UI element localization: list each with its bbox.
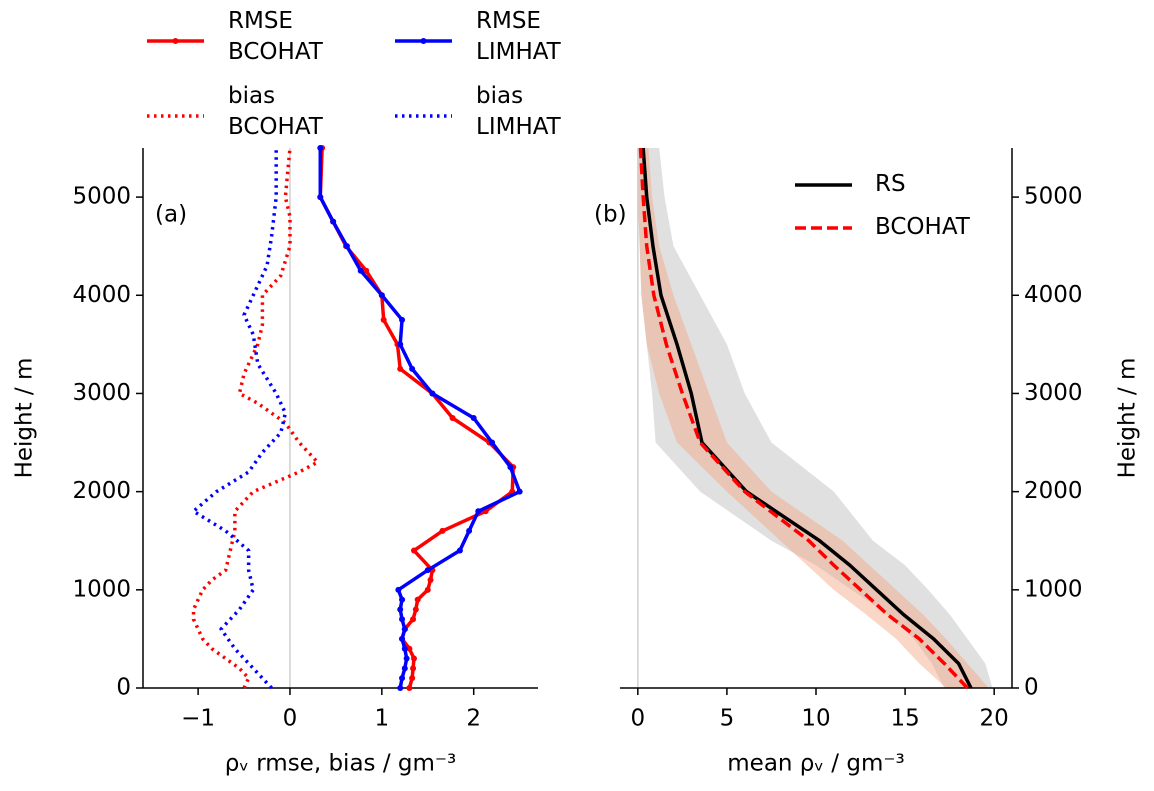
point: [378, 292, 385, 299]
y-tick-label: 1000: [1024, 576, 1083, 602]
point: [424, 567, 431, 574]
panel-label: (b): [594, 202, 627, 228]
legend-label: bias BCOHAT: [228, 83, 323, 140]
point: [489, 439, 496, 446]
profile-line: [638, 147, 969, 690]
x-axis-label: mean ρᵥ / gm⁻³: [727, 751, 904, 777]
point: [516, 488, 523, 495]
x-tick-label: 1: [375, 706, 390, 732]
legend-label: BCOHAT: [875, 214, 970, 240]
point: [397, 341, 404, 348]
point: [401, 626, 408, 633]
point: [449, 415, 456, 421]
point: [410, 616, 417, 623]
y-tick-label: 4000: [1024, 282, 1083, 308]
point: [401, 665, 408, 672]
profile-line: [318, 148, 522, 689]
point: [401, 645, 408, 652]
x-tick-label: 10: [801, 706, 830, 732]
point: [357, 267, 364, 274]
y-tick-label: 2000: [72, 478, 131, 504]
point: [380, 316, 387, 323]
point: [424, 586, 431, 593]
panel-label: (a): [155, 202, 187, 228]
y-tick-label: 0: [116, 675, 131, 701]
point: [456, 547, 463, 554]
x-axis-label: ρᵥ rmse, bias / gm⁻³: [225, 751, 457, 777]
point: [395, 586, 402, 593]
spread-band: [637, 148, 989, 688]
point: [410, 655, 417, 662]
point: [410, 665, 417, 672]
point: [330, 218, 337, 225]
y-tick-label: 2000: [1024, 478, 1083, 504]
x-tick-label: 2: [466, 706, 481, 732]
profile-line: [191, 148, 288, 690]
point: [397, 365, 404, 372]
point: [414, 596, 421, 603]
point: [475, 508, 482, 515]
legend-marker: [172, 38, 179, 44]
legend-label: bias LIMHAT: [476, 83, 561, 140]
y-tick-label: 3000: [1024, 380, 1083, 406]
point: [507, 464, 514, 471]
x-tick-label: 0: [630, 706, 645, 732]
x-tick-label: 5: [720, 706, 735, 732]
x-tick-label: 20: [980, 706, 1009, 732]
x-tick-label: −1: [181, 706, 215, 732]
point: [466, 527, 473, 534]
point: [363, 267, 370, 274]
point: [470, 415, 477, 421]
y-tick-label: 5000: [1024, 184, 1083, 210]
y-axis-label: Height / m: [1115, 358, 1141, 479]
point: [412, 606, 419, 613]
point: [427, 577, 434, 583]
x-tick-label: 15: [890, 706, 919, 732]
point: [406, 645, 413, 652]
point: [317, 145, 324, 151]
y-tick-label: 0: [1024, 675, 1039, 701]
point: [409, 675, 416, 682]
point: [399, 635, 406, 642]
point: [317, 194, 324, 201]
point: [399, 616, 406, 623]
y-axis-label: Height / m: [12, 358, 38, 479]
legend-label: RMSE LIMHAT: [476, 8, 561, 65]
legend-label: RS: [875, 171, 906, 197]
profile-line: [191, 147, 320, 689]
point: [409, 365, 416, 372]
y-tick-label: 3000: [72, 380, 131, 406]
point: [399, 675, 406, 682]
point: [399, 596, 406, 603]
legend-marker: [420, 38, 427, 44]
point: [397, 606, 404, 613]
point: [403, 655, 410, 662]
y-tick-label: 1000: [72, 576, 131, 602]
legend-label: RMSE BCOHAT: [228, 8, 323, 65]
spread-band: [637, 148, 993, 688]
y-tick-label: 4000: [72, 282, 131, 308]
point: [406, 685, 413, 691]
point: [410, 547, 417, 554]
point: [429, 390, 436, 397]
point: [343, 243, 350, 250]
y-tick-label: 5000: [72, 184, 131, 210]
x-tick-label: 0: [283, 706, 298, 732]
point: [397, 685, 404, 691]
point: [399, 316, 406, 323]
point: [439, 527, 446, 534]
